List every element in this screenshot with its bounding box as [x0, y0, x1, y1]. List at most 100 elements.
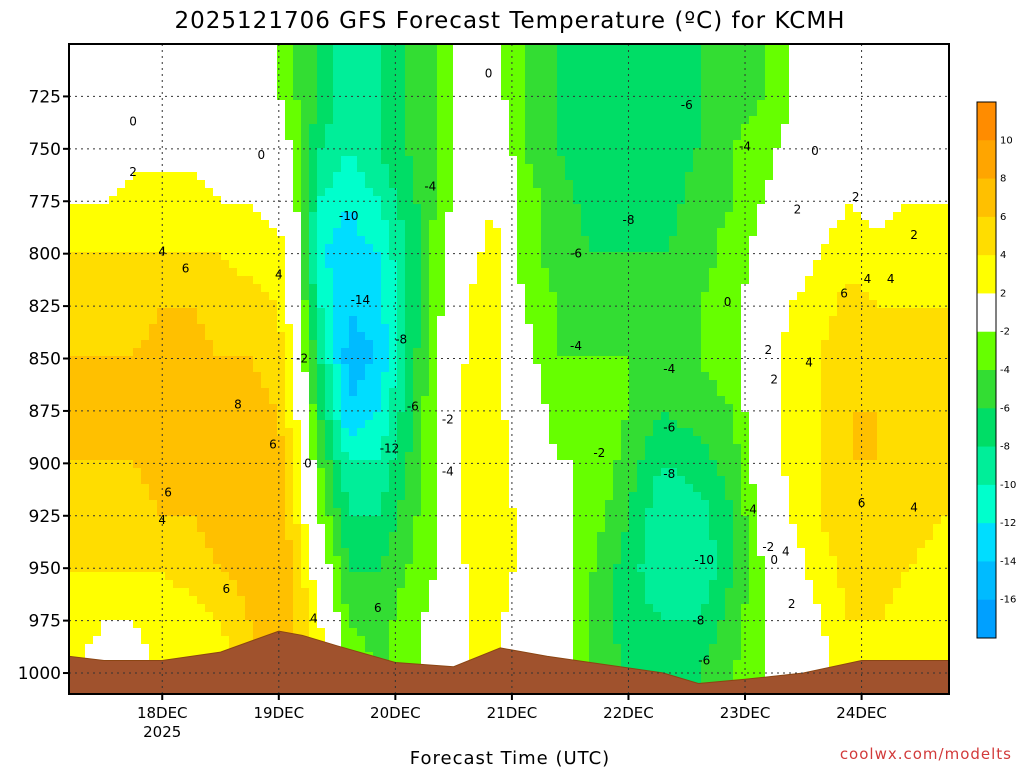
temperature-cell [357, 444, 365, 452]
temperature-cell [509, 348, 517, 356]
temperature-cell [69, 268, 77, 276]
temperature-cell [157, 380, 165, 388]
temperature-cell [397, 260, 405, 268]
temperature-cell [301, 164, 309, 172]
temperature-cell [341, 620, 349, 628]
temperature-cell [341, 244, 349, 252]
temperature-cell [109, 372, 117, 380]
temperature-cell [381, 140, 389, 148]
temperature-cell [405, 44, 413, 52]
temperature-cell [157, 612, 165, 620]
temperature-cell [309, 188, 317, 196]
temperature-cell [325, 492, 333, 500]
temperature-cell [141, 364, 149, 372]
temperature-cell [101, 204, 109, 212]
temperature-cell [325, 252, 333, 260]
temperature-cell [509, 412, 517, 420]
temperature-cell [213, 236, 221, 244]
temperature-cell [237, 324, 245, 332]
temperature-cell [421, 548, 429, 556]
temperature-cell [533, 420, 541, 428]
temperature-cell [93, 588, 101, 596]
temperature-cell [285, 60, 293, 68]
temperature-cell [525, 300, 533, 308]
temperature-cell [237, 364, 245, 372]
temperature-cell [253, 548, 261, 556]
temperature-cell [301, 356, 309, 364]
temperature-cell [77, 108, 85, 116]
temperature-cell [509, 476, 517, 484]
temperature-cell [301, 140, 309, 148]
temperature-cell [501, 492, 509, 500]
temperature-cell [237, 564, 245, 572]
temperature-cell [237, 452, 245, 460]
temperature-cell [501, 444, 509, 452]
temperature-cell [365, 460, 373, 468]
temperature-cell [461, 308, 469, 316]
temperature-cell [213, 572, 221, 580]
temperature-cell [261, 180, 269, 188]
temperature-cell [469, 164, 477, 172]
temperature-cell [549, 412, 557, 420]
temperature-cell [277, 164, 285, 172]
temperature-cell [109, 196, 117, 204]
temperature-cell [221, 324, 229, 332]
temperature-cell [365, 156, 373, 164]
temperature-cell [325, 460, 333, 468]
temperature-cell [485, 332, 493, 340]
temperature-cell [189, 596, 197, 604]
temperature-cell [389, 76, 397, 84]
temperature-cell [341, 148, 349, 156]
temperature-cell [173, 652, 181, 660]
temperature-cell [261, 196, 269, 204]
temperature-cell [269, 428, 277, 436]
temperature-cell [445, 156, 453, 164]
temperature-cell [477, 524, 485, 532]
temperature-cell [421, 428, 429, 436]
temperature-cell [229, 156, 237, 164]
temperature-cell [253, 580, 261, 588]
temperature-cell [453, 340, 461, 348]
temperature-cell [413, 388, 421, 396]
temperature-cell [421, 340, 429, 348]
temperature-cell [549, 316, 557, 324]
temperature-cell [157, 548, 165, 556]
temperature-cell [485, 428, 493, 436]
temperature-cell [85, 300, 93, 308]
temperature-cell [261, 612, 269, 620]
temperature-cell [365, 364, 373, 372]
temperature-cell [269, 292, 277, 300]
temperature-cell [373, 564, 381, 572]
temperature-cell [397, 596, 405, 604]
temperature-cell [373, 140, 381, 148]
temperature-cell [357, 356, 365, 364]
temperature-cell [309, 436, 317, 444]
temperature-cell [477, 220, 485, 228]
temperature-cell [157, 492, 165, 500]
temperature-cell [245, 76, 253, 84]
temperature-cell [149, 332, 157, 340]
temperature-cell [197, 404, 205, 412]
temperature-cell [349, 388, 357, 396]
temperature-cell [493, 228, 501, 236]
temperature-cell [533, 444, 541, 452]
temperature-cell [173, 388, 181, 396]
temperature-cell [285, 68, 293, 76]
temperature-cell [69, 308, 77, 316]
temperature-cell [405, 372, 413, 380]
temperature-cell [261, 348, 269, 356]
temperature-cell [437, 644, 445, 652]
temperature-cell [421, 156, 429, 164]
temperature-cell [277, 572, 285, 580]
temperature-cell [461, 76, 469, 84]
temperature-cell [501, 468, 509, 476]
temperature-cell [365, 500, 373, 508]
temperature-cell [493, 540, 501, 548]
temperature-cell [237, 420, 245, 428]
temperature-cell [301, 268, 309, 276]
temperature-cell [197, 428, 205, 436]
temperature-cell [429, 564, 437, 572]
temperature-cell [477, 596, 485, 604]
temperature-cell [93, 372, 101, 380]
temperature-cell [357, 212, 365, 220]
